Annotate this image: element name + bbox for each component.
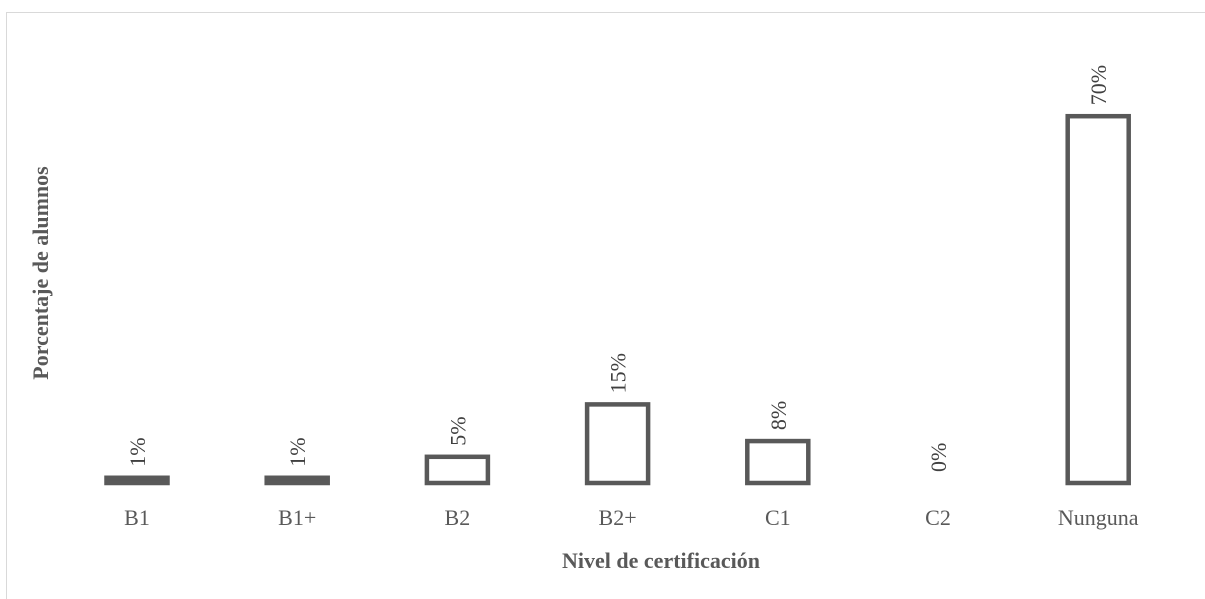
data-label-b2: 5% <box>445 416 470 445</box>
bar-c1 <box>745 438 811 486</box>
x-tick-label-nunguna: Nunguna <box>1058 505 1139 530</box>
data-label-b1: 1% <box>125 437 150 466</box>
y-axis-title: Porcentaje de alumnos <box>28 166 53 380</box>
x-tick-label-c2: C2 <box>925 505 951 530</box>
data-label-b1-plus: 1% <box>285 437 310 466</box>
x-tick-label-b1-plus: B1+ <box>278 505 316 530</box>
x-tick-label-b2-plus: B2+ <box>599 505 637 530</box>
data-label-c1: 8% <box>766 401 791 430</box>
bar-nunguna <box>1065 113 1131 486</box>
x-tick-label-c1: C1 <box>765 505 791 530</box>
chart-frame <box>6 12 1205 599</box>
bar-b2 <box>424 454 491 486</box>
bar-b1-plus <box>264 475 330 486</box>
bars-group <box>104 113 1131 486</box>
data-label-b2-plus: 15% <box>606 353 631 393</box>
bar-b2-plus <box>584 402 651 486</box>
data-labels-group: 1% 1% 5% 15% 8% 0% 70% <box>125 65 1111 472</box>
x-axis-title: Nivel de certificación <box>562 548 760 573</box>
x-tick-label-b2: B2 <box>445 505 471 530</box>
data-label-nunguna: 70% <box>1086 65 1111 105</box>
data-label-c2: 0% <box>926 443 951 472</box>
x-tick-label-b1: B1 <box>124 505 150 530</box>
bar-b1 <box>104 475 170 486</box>
x-tick-labels-group: B1 B1+ B2 B2+ C1 C2 Nunguna <box>124 505 1139 530</box>
